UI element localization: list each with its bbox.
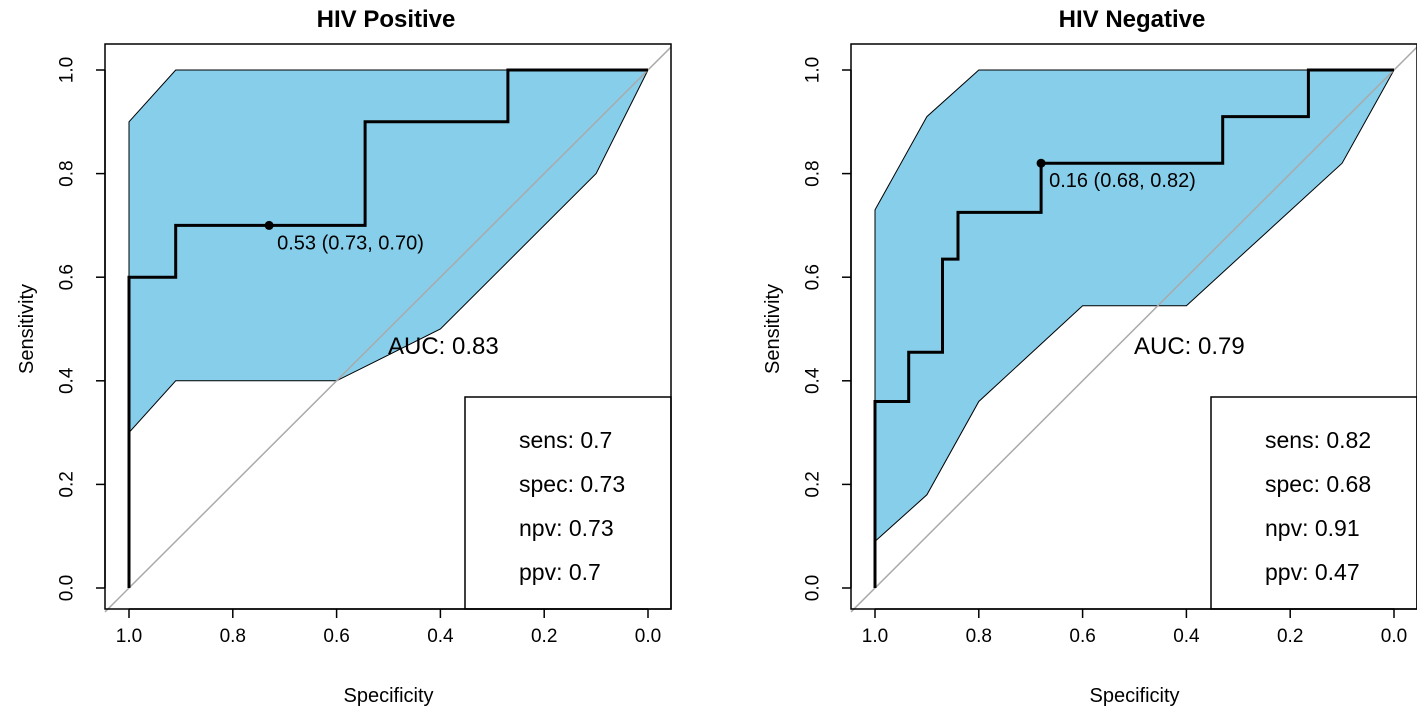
- threshold-label: 0.16 (0.68, 0.82): [1049, 170, 1196, 192]
- x-tick-label: 0.4: [427, 626, 454, 647]
- x-tick-label: 0.4: [1173, 626, 1200, 647]
- metric-label: npv: 0.91: [1265, 515, 1360, 541]
- y-tick-label: 0.6: [57, 264, 78, 290]
- y-tick-label: 0.2: [57, 471, 78, 497]
- diagonal-reference-line: [104, 46, 672, 613]
- y-tick-label: 1.0: [57, 57, 78, 83]
- metric-label: ppv: 0.47: [1265, 559, 1360, 585]
- metric-label: sens: 0.7: [519, 427, 612, 453]
- y-axis-label: Sensitivity: [16, 284, 38, 374]
- diagonal-reference-line: [850, 46, 1417, 613]
- x-tick-label: 1.0: [116, 626, 142, 647]
- y-tick-label: 0.0: [57, 575, 78, 601]
- metric-label: ppv: 0.7: [519, 559, 601, 585]
- x-tick-label: 0.0: [1381, 626, 1407, 647]
- auc-label: AUC: 0.79: [1134, 333, 1245, 360]
- x-tick-label: 0.8: [220, 626, 246, 647]
- auc-label: AUC: 0.83: [388, 333, 499, 360]
- y-tick-label: 0.4: [57, 367, 78, 394]
- y-tick-label: 0.6: [803, 264, 824, 290]
- x-tick-label: 0.2: [1277, 626, 1303, 647]
- roc-curve: [127, 68, 648, 588]
- y-tick-label: 1.0: [803, 57, 824, 83]
- y-axis-label: Sensitivity: [762, 284, 784, 374]
- x-tick-label: 0.0: [635, 626, 661, 647]
- roc-panel-hiv-negative: 0.16 (0.68, 0.82) AUC: 0.79 sens: 0.82 spec…: [762, 6, 1417, 707]
- y-tick-label: 0.0: [803, 575, 824, 601]
- x-tick-label: 0.2: [531, 626, 557, 647]
- roc-panel-hiv-positive: 0.53 (0.73, 0.70) AUC: 0.83 sens: 0.7 spec:…: [16, 6, 672, 707]
- y-tick-label: 0.8: [57, 160, 78, 186]
- metric-label: sens: 0.82: [1265, 427, 1371, 453]
- x-axis-label: Specificity: [1089, 685, 1179, 707]
- x-tick-label: 0.8: [966, 626, 992, 647]
- x-axis-label: Specificity: [343, 685, 433, 707]
- metrics-legend-box: [1210, 396, 1417, 610]
- y-tick-label: 0.2: [803, 471, 824, 497]
- x-tick-label: 0.6: [1069, 626, 1095, 647]
- y-tick-label: 0.4: [803, 367, 824, 394]
- threshold-point: [1036, 158, 1046, 168]
- threshold-label: 0.53 (0.73, 0.70): [277, 232, 424, 254]
- ci-band: [128, 69, 649, 434]
- chart-title: HIV Negative: [1059, 6, 1206, 33]
- y-tick-label: 0.8: [803, 160, 824, 186]
- threshold-point: [264, 220, 274, 230]
- metric-label: spec: 0.73: [519, 471, 625, 497]
- metrics-legend-box: [464, 396, 672, 610]
- metric-label: spec: 0.68: [1265, 471, 1371, 497]
- chart-title: HIV Positive: [317, 6, 456, 33]
- ci-band: [874, 69, 1395, 543]
- x-tick-label: 1.0: [862, 626, 888, 647]
- roc-curve: [873, 68, 1394, 588]
- x-tick-label: 0.6: [323, 626, 349, 647]
- metric-label: npv: 0.73: [519, 515, 614, 541]
